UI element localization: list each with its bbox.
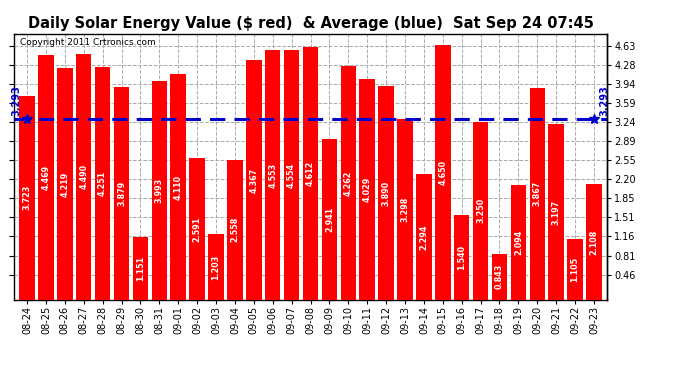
Title: Daily Solar Energy Value ($ red)  & Average (blue)  Sat Sep 24 07:45: Daily Solar Energy Value ($ red) & Avera… <box>28 16 593 31</box>
Text: 1.540: 1.540 <box>457 245 466 270</box>
Bar <box>265 50 280 300</box>
Text: 4.367: 4.367 <box>249 168 258 193</box>
Bar <box>511 185 526 300</box>
Bar <box>208 234 224 300</box>
Bar <box>38 55 54 300</box>
Text: Copyright 2011 Crtronics.com: Copyright 2011 Crtronics.com <box>20 38 155 47</box>
Text: 3.993: 3.993 <box>155 178 164 203</box>
Text: 3.293: 3.293 <box>12 86 21 117</box>
Text: 4.650: 4.650 <box>438 160 447 185</box>
Text: 2.558: 2.558 <box>230 217 239 243</box>
Text: 4.029: 4.029 <box>363 177 372 202</box>
Text: 3.879: 3.879 <box>117 181 126 206</box>
Bar <box>567 239 583 300</box>
Bar <box>227 160 243 300</box>
Text: 1.105: 1.105 <box>571 257 580 282</box>
Text: 4.490: 4.490 <box>79 164 88 189</box>
Text: 3.890: 3.890 <box>382 181 391 206</box>
Text: 4.554: 4.554 <box>287 162 296 188</box>
Text: 3.197: 3.197 <box>552 200 561 225</box>
Bar <box>529 88 545 300</box>
Text: 3.867: 3.867 <box>533 181 542 207</box>
Text: 2.108: 2.108 <box>589 230 598 255</box>
Text: 3.723: 3.723 <box>23 185 32 210</box>
Text: 4.110: 4.110 <box>174 175 183 200</box>
Text: 4.219: 4.219 <box>60 172 69 197</box>
Bar <box>378 87 394 300</box>
Bar <box>19 96 34 300</box>
Text: 4.469: 4.469 <box>41 165 50 190</box>
Bar <box>341 66 356 300</box>
Text: 2.094: 2.094 <box>514 230 523 255</box>
Bar <box>549 124 564 300</box>
Text: 2.294: 2.294 <box>420 224 428 250</box>
Text: 0.843: 0.843 <box>495 264 504 290</box>
Bar <box>322 138 337 300</box>
Bar <box>435 45 451 300</box>
Text: 3.250: 3.250 <box>476 198 485 223</box>
Text: 3.293: 3.293 <box>600 86 609 117</box>
Bar <box>57 68 72 300</box>
Bar <box>492 254 507 300</box>
Bar <box>473 122 489 300</box>
Bar <box>284 50 299 300</box>
Text: 2.591: 2.591 <box>193 216 201 242</box>
Text: 2.941: 2.941 <box>325 207 334 232</box>
Bar <box>170 74 186 300</box>
Text: 4.612: 4.612 <box>306 161 315 186</box>
Bar <box>95 67 110 300</box>
Text: 3.298: 3.298 <box>400 197 409 222</box>
Text: 1.203: 1.203 <box>212 254 221 280</box>
Bar <box>114 87 129 300</box>
Bar <box>397 119 413 300</box>
Bar <box>132 237 148 300</box>
Text: 4.251: 4.251 <box>98 171 107 196</box>
Bar <box>246 60 262 300</box>
Text: 1.151: 1.151 <box>136 256 145 281</box>
Bar <box>416 174 432 300</box>
Bar <box>303 47 318 300</box>
Text: 4.262: 4.262 <box>344 170 353 196</box>
Bar <box>76 54 92 300</box>
Text: 4.553: 4.553 <box>268 162 277 188</box>
Bar <box>189 158 205 300</box>
Bar <box>359 79 375 300</box>
Bar <box>454 216 469 300</box>
Bar <box>586 184 602 300</box>
Bar <box>152 81 167 300</box>
